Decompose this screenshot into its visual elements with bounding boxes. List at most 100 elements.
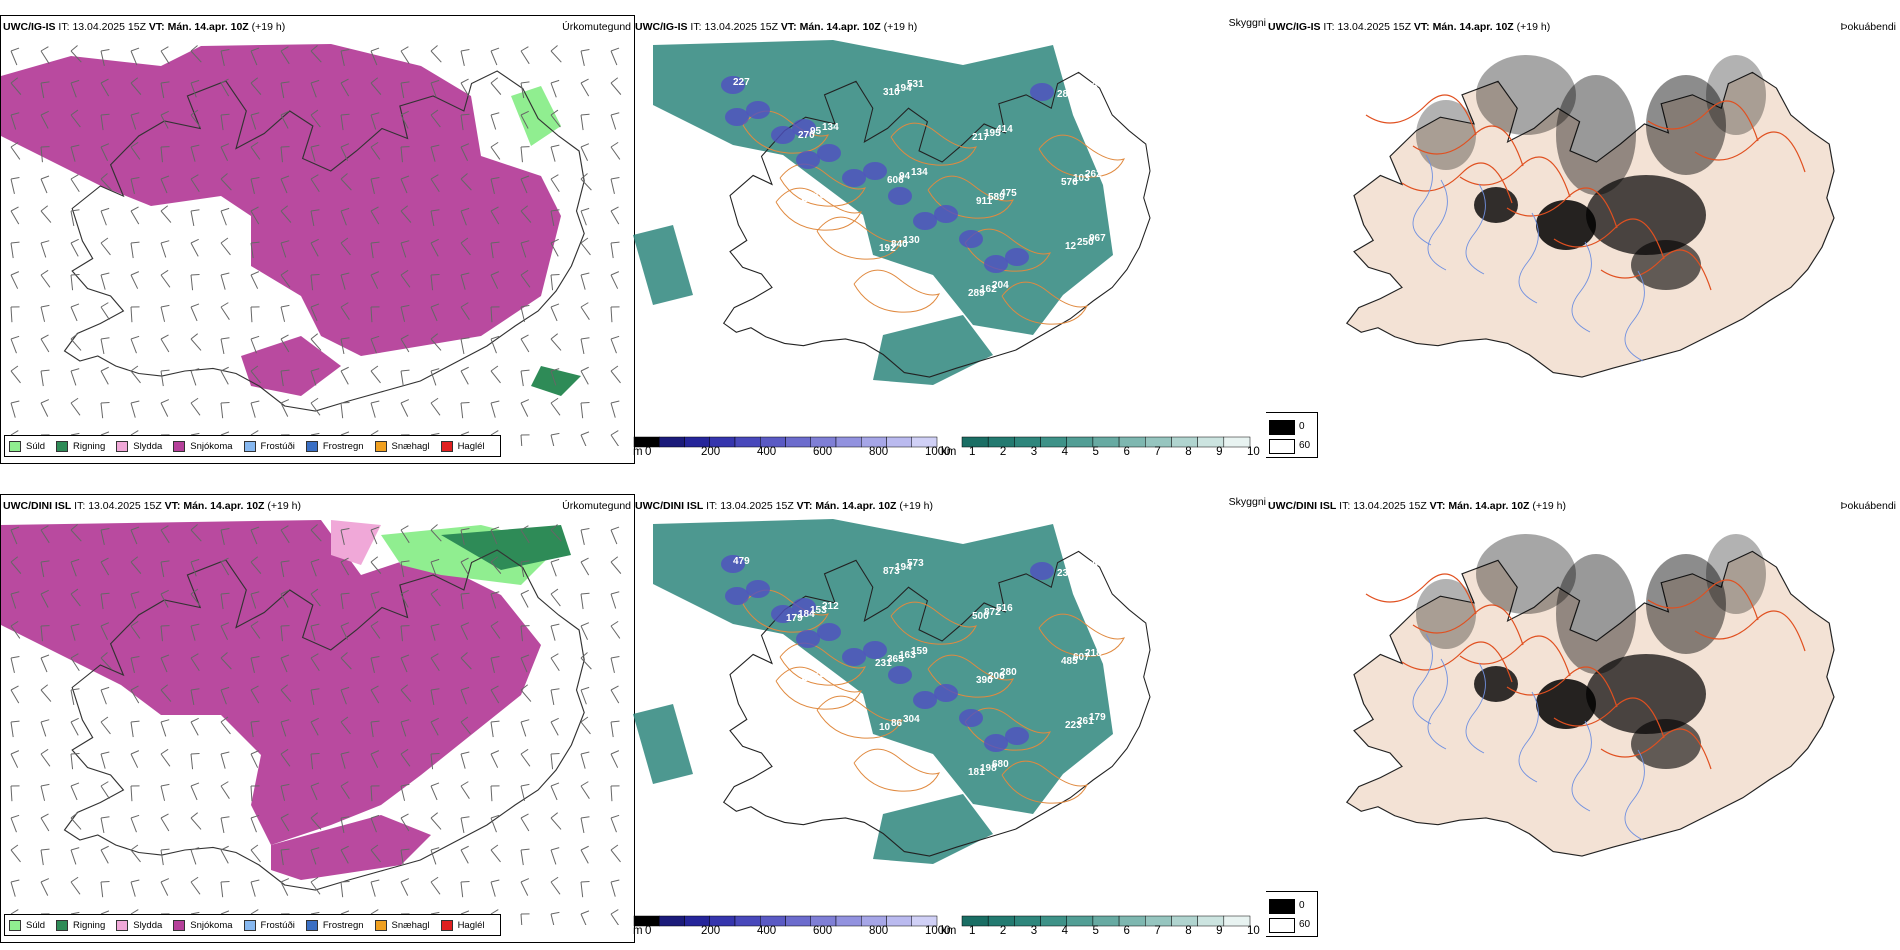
- wind-barb: [10, 655, 20, 673]
- wind-barb: [190, 109, 201, 128]
- wind-barb: [100, 49, 110, 66]
- peak-label: 12: [1065, 241, 1077, 252]
- colorbar-tick: 2: [999, 446, 1007, 458]
- wind-barb: [310, 812, 322, 830]
- peak-label: 163: [899, 650, 916, 661]
- contour-line: [1038, 134, 1125, 178]
- wind-barb: [340, 366, 349, 385]
- wind-barb: [100, 78, 110, 97]
- precip-legend-item: Haglél: [440, 440, 485, 452]
- contour-line: [1001, 281, 1088, 325]
- wind-barb: [490, 685, 500, 704]
- wind-barb: [340, 113, 350, 131]
- wind-barb: [280, 589, 289, 608]
- wind-barb: [610, 556, 622, 574]
- wind-barb: [250, 785, 260, 802]
- wind-barb: [460, 716, 471, 735]
- road-line: [1506, 666, 1618, 708]
- peak-label: 103: [1073, 173, 1090, 184]
- wind-barb: [10, 271, 20, 289]
- peak-label: 195: [984, 128, 1001, 139]
- wind-barb: [280, 560, 290, 578]
- wind-barb: [340, 272, 350, 290]
- wind-barb: [310, 524, 322, 542]
- wind-barb: [400, 110, 409, 129]
- precip-legend-item: Snæhagl: [374, 440, 430, 452]
- wind-barb: [460, 781, 470, 799]
- wind-barb: [10, 47, 20, 66]
- wind-barb: [490, 77, 502, 95]
- wind-barb: [430, 397, 441, 416]
- legend-label: Snjókoma: [190, 919, 233, 931]
- peak-label: 223: [1065, 720, 1082, 731]
- vt-value: Mán. 14.apr. 10Z: [799, 21, 881, 33]
- wind-barb: [550, 174, 560, 193]
- wind-barb: [520, 748, 531, 767]
- precip-layers: [1, 44, 585, 412]
- wind-barb: [430, 174, 440, 193]
- road-line: [1365, 94, 1477, 136]
- wind-barb: [220, 557, 230, 576]
- wind-barb: [40, 625, 50, 642]
- wind-barb: [310, 717, 319, 736]
- model-name: UWC/IG-IS: [1268, 21, 1321, 33]
- wind-barb: [100, 143, 110, 161]
- colorbar-tick: 10: [1247, 446, 1260, 458]
- precip-legend-item: Frostúði: [243, 440, 295, 452]
- colorbar-tick: 3: [1030, 446, 1038, 458]
- peak-label: 289: [968, 288, 985, 299]
- wind-barb: [10, 176, 20, 194]
- peak-labels: 479 212 159 280 179 322 573 516 218 725 304 680 155 1…: [733, 556, 1106, 778]
- peak-label: 239: [1057, 568, 1074, 579]
- wind-barb: [550, 688, 560, 706]
- wind-barb: [550, 812, 562, 830]
- road-line: [1694, 610, 1806, 652]
- colorbar-visibility-labels-row1: km 1 2 3 4 5 6 7 8 9 10: [941, 446, 1261, 462]
- wind-barb: [610, 430, 620, 446]
- wind-barb: [280, 334, 290, 353]
- wind-barb: [610, 750, 620, 768]
- wind-barb: [580, 366, 589, 385]
- fog-patch: [1631, 719, 1701, 769]
- wind-barb: [550, 717, 559, 736]
- precip-legend-item: Rigning: [56, 440, 105, 452]
- wind-barb: [520, 783, 530, 801]
- peak-label: 218: [1085, 648, 1102, 659]
- wind-barb: [550, 847, 560, 865]
- legend-swatch: [440, 440, 453, 452]
- wind-barb: [10, 556, 22, 574]
- visibility-header-row1: UWC/IG-IS IT: 13.04.2025 15Z VT: Mán. 14…: [635, 21, 917, 33]
- wind-barb: [340, 302, 350, 320]
- fog-patch: [1536, 200, 1596, 250]
- wind-barb: [220, 337, 230, 355]
- wind-barb: [490, 879, 500, 897]
- wind-barb: [70, 653, 80, 672]
- lead-time: (+19 h): [1516, 21, 1551, 33]
- it-label: IT:: [706, 500, 718, 512]
- river-line: [1571, 720, 1592, 812]
- peak-label: 159: [911, 646, 928, 657]
- wind-barb: [70, 333, 82, 351]
- cloud-base-patch: [1005, 248, 1029, 266]
- wind-barb: [460, 592, 470, 610]
- fog-header-row1: UWC/IG-IS IT: 13.04.2025 15Z VT: Mán. 14…: [1268, 21, 1550, 33]
- cloud-base-patch: [796, 151, 820, 169]
- wind-barb: [490, 750, 500, 768]
- road-line: [1647, 579, 1759, 621]
- fog-patch: [1536, 679, 1596, 729]
- colorbar-tick: 7: [1154, 925, 1161, 937]
- wind-barb: [370, 879, 380, 897]
- wind-barb: [430, 623, 440, 641]
- wind-barb: [190, 333, 202, 351]
- wind-barb: [430, 109, 441, 128]
- wind-barb: [460, 557, 470, 576]
- wind-barb: [280, 46, 290, 65]
- wind-barb: [310, 238, 319, 257]
- peak-label: 10: [879, 722, 891, 733]
- wind-barb: [610, 720, 620, 738]
- low-visibility-area: [873, 315, 993, 385]
- colorbar-cell: [911, 915, 938, 927]
- wind-barb: [610, 879, 620, 897]
- wind-barb: [70, 209, 80, 227]
- fog-patch: [1416, 100, 1476, 170]
